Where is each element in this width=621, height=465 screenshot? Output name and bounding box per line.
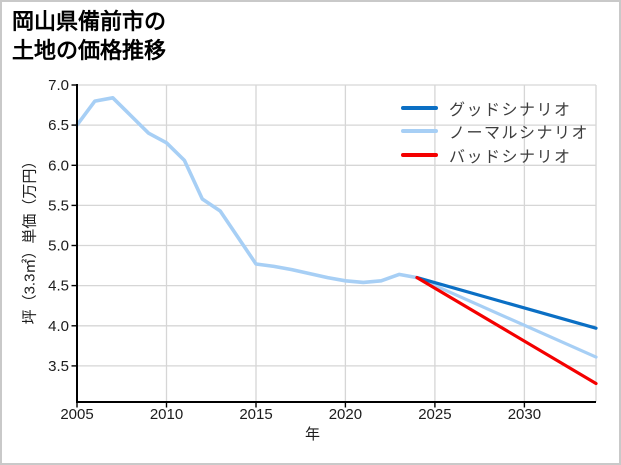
x-tick-label-2025: 2025 (418, 406, 451, 423)
x-tick-label-2005: 2005 (60, 406, 93, 423)
y-tick-label-4.0: 4.0 (48, 318, 69, 335)
x-tick-label-2010: 2010 (150, 406, 183, 423)
legend: グッドシナリオ ノーマルシナリオ バッドシナリオ (401, 96, 589, 167)
legend-item-bad-scenario: バッドシナリオ (401, 143, 589, 167)
chart-title: 岡山県備前市の 土地の価格推移 (12, 7, 166, 65)
y-tick-label-6.0: 6.0 (48, 157, 69, 174)
x-axis-label: 年 (304, 426, 320, 443)
y-tick-label-6.5: 6.5 (48, 117, 69, 134)
legend-swatch-normal-scenario (401, 129, 438, 134)
chart-title-line2: 土地の価格推移 (12, 38, 167, 64)
chart-title-line1: 岡山県備前市の (12, 9, 167, 34)
legend-label-normal-scenario: ノーマルシナリオ (449, 125, 590, 143)
y-tick-label-7.0: 7.0 (48, 77, 69, 94)
y-tick-label-5.5: 5.5 (48, 197, 69, 214)
legend-label-good-scenario: グッドシナリオ (449, 101, 572, 119)
series-line-normal-scenario (415, 276, 598, 359)
y-axis-label: 坪（3.3㎡）単価（万円） (21, 153, 39, 325)
legend-item-good-scenario: グッドシナリオ (401, 96, 589, 120)
y-tick-label-5.0: 5.0 (48, 238, 69, 255)
series-line-good-scenario (415, 276, 598, 330)
series-line-bad-scenario (415, 276, 598, 386)
legend-item-normal-scenario: ノーマルシナリオ (401, 120, 589, 144)
x-tick-label-2015: 2015 (239, 406, 272, 423)
series-line-history (75, 96, 419, 285)
legend-label-bad-scenario: バッドシナリオ (449, 148, 572, 166)
x-tick-label-2020: 2020 (329, 406, 362, 423)
y-tick-label-3.5: 3.5 (48, 358, 69, 375)
legend-swatch-bad-scenario (401, 152, 438, 157)
legend-swatch-good-scenario (401, 105, 438, 110)
x-tick-label-2030: 2030 (508, 406, 541, 423)
y-tick-label-4.5: 4.5 (48, 278, 69, 295)
